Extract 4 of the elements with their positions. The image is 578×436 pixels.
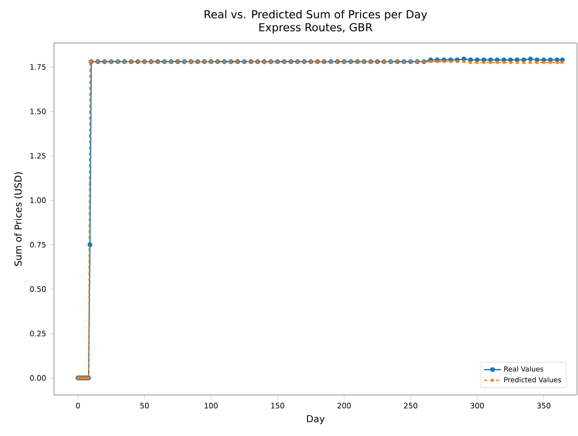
x-axis-title: Day	[307, 415, 325, 424]
chart-subtitle: Express Routes, GBR	[259, 23, 372, 34]
y-axis-title: Sum of Prices (USD)	[14, 172, 23, 266]
chart-title: Real vs. Predicted Sum of Prices per Day	[204, 10, 428, 21]
